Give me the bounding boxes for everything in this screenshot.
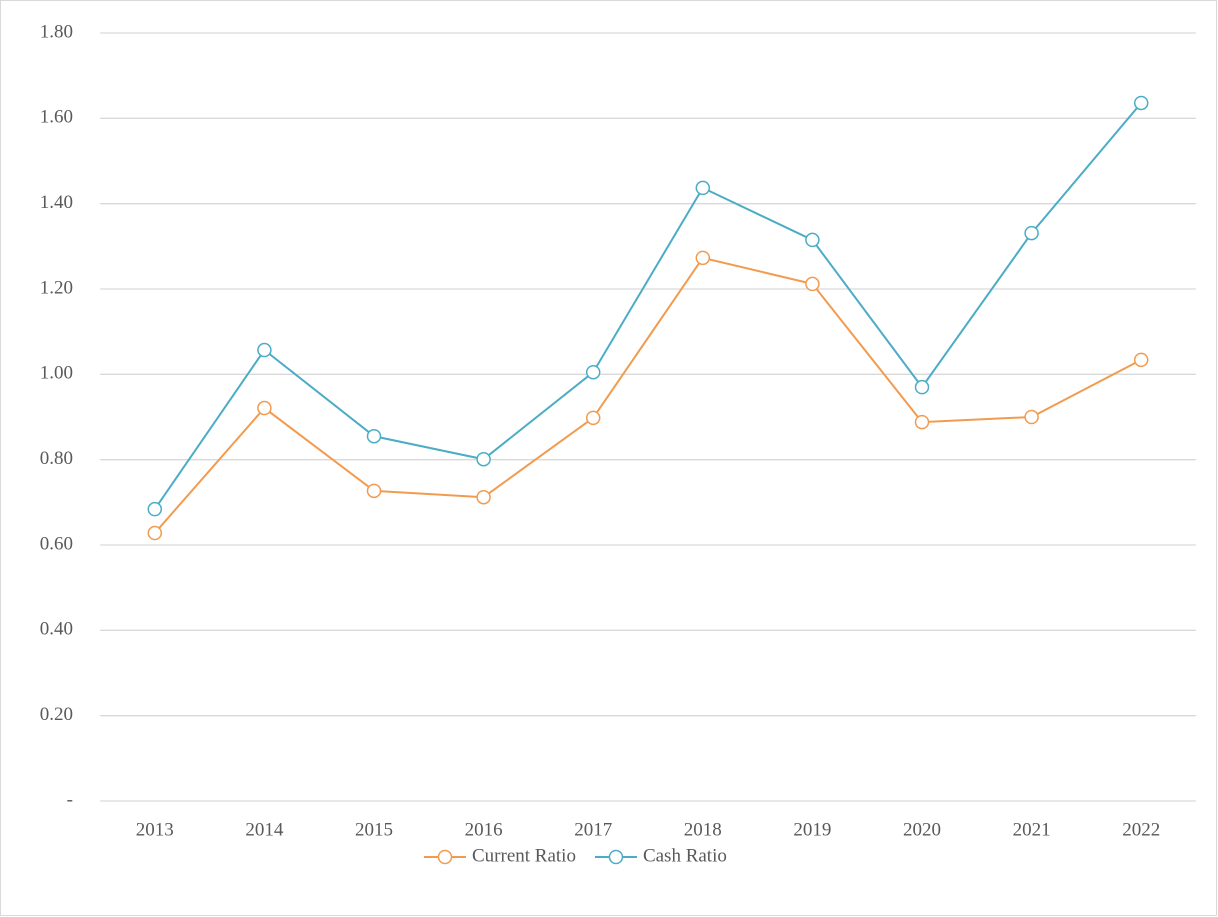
legend-marker bbox=[608, 849, 624, 865]
point bbox=[476, 489, 491, 505]
point bbox=[1133, 95, 1149, 111]
point bbox=[147, 525, 163, 541]
point bbox=[257, 400, 272, 416]
point bbox=[585, 410, 601, 426]
point bbox=[1024, 225, 1039, 241]
point bbox=[695, 250, 711, 266]
x-tick-label: 2014 bbox=[245, 819, 284, 840]
legend-label: Cash Ratio bbox=[643, 845, 727, 866]
x-tick-label: 2016 bbox=[465, 819, 503, 840]
point bbox=[476, 451, 491, 467]
y-tick-label: 1.40 bbox=[40, 192, 73, 213]
series-line bbox=[153, 102, 1142, 510]
point bbox=[1024, 409, 1039, 425]
x-tick-label: 2015 bbox=[355, 819, 393, 840]
y-tick-label: 1.00 bbox=[40, 363, 73, 384]
legend-label: Current Ratio bbox=[472, 845, 576, 866]
y-tick-label: 1.20 bbox=[40, 277, 73, 298]
point bbox=[1133, 352, 1149, 368]
point bbox=[914, 379, 930, 395]
y-tick-label: 0.80 bbox=[40, 448, 73, 469]
y-tick-label: 1.80 bbox=[40, 21, 73, 42]
point bbox=[147, 501, 163, 517]
point bbox=[585, 364, 601, 380]
x-tick-label: 2013 bbox=[136, 819, 174, 840]
point bbox=[257, 342, 272, 358]
point bbox=[366, 428, 382, 444]
y-tick-label: 1.60 bbox=[40, 107, 73, 128]
series-line bbox=[154, 256, 1142, 534]
x-tick-label: 2018 bbox=[684, 819, 722, 840]
y-tick-label: 0.20 bbox=[40, 704, 73, 725]
y-tick-label: - bbox=[67, 789, 73, 810]
x-tick-label: 2017 bbox=[574, 819, 612, 840]
point bbox=[695, 180, 711, 196]
x-tick-label: 2020 bbox=[903, 819, 941, 840]
legend-marker bbox=[437, 849, 453, 865]
y-tick-label: 0.60 bbox=[40, 533, 73, 554]
point bbox=[366, 483, 382, 499]
point bbox=[805, 276, 820, 292]
x-tick-label: 2019 bbox=[793, 819, 831, 840]
point bbox=[914, 414, 930, 430]
point bbox=[805, 232, 820, 248]
x-tick-label: 2022 bbox=[1122, 819, 1160, 840]
y-tick-label: 0.40 bbox=[40, 619, 73, 640]
x-tick-label: 2021 bbox=[1013, 819, 1051, 840]
